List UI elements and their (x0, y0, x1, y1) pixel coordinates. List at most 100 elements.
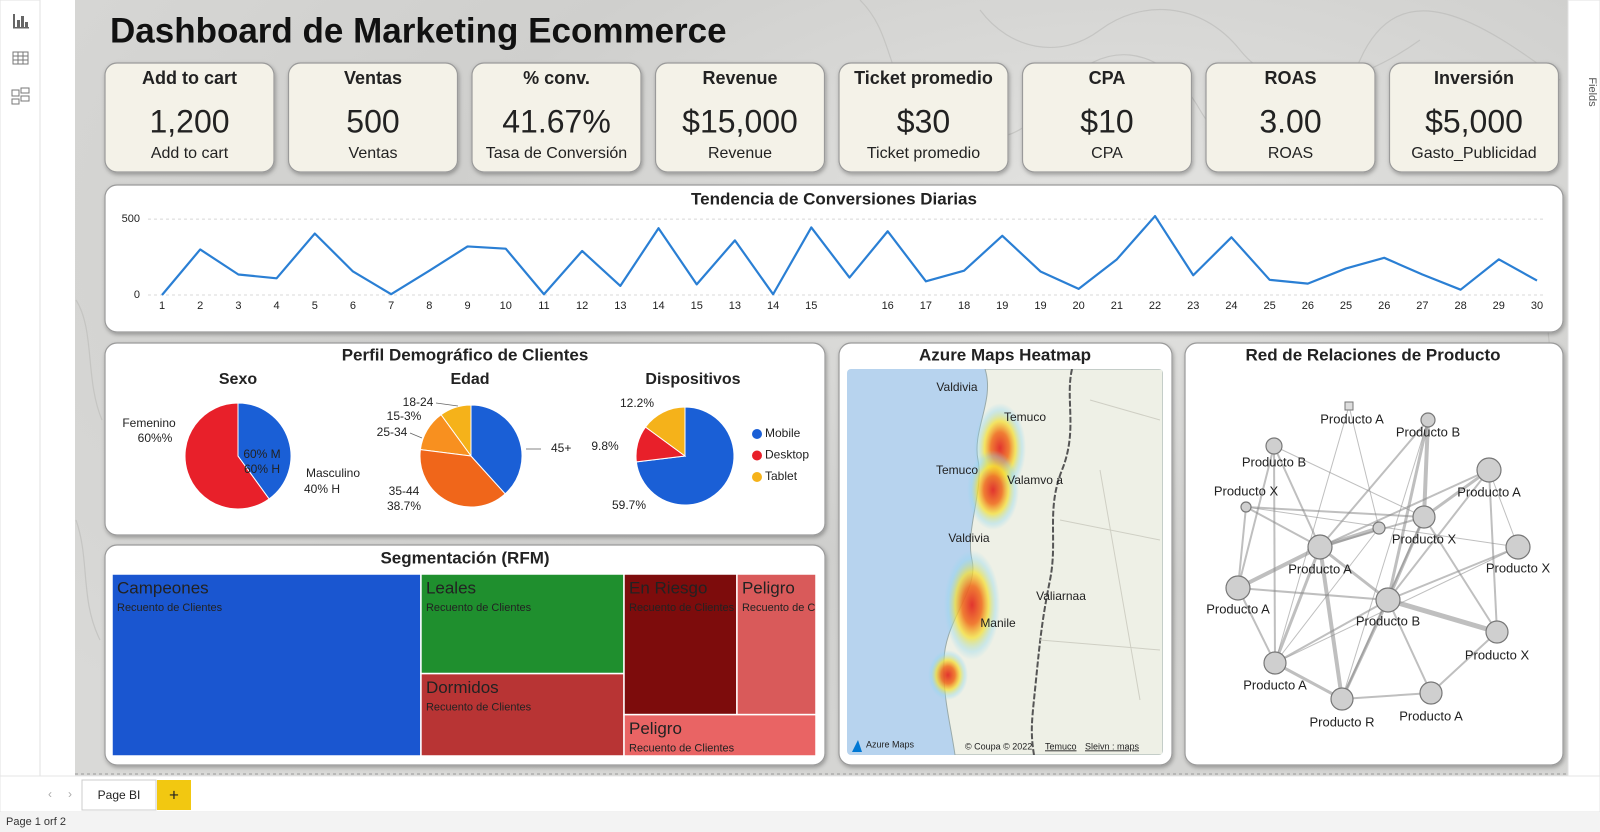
legend-swatch (752, 429, 762, 439)
prev-tab-arrow[interactable]: ‹ (48, 787, 52, 801)
network-edge (1387, 546, 1519, 601)
pie-value-label: 59.7% (612, 498, 646, 512)
x-tick-label: 20 (1073, 300, 1085, 312)
pie-value-label: 12.2% (620, 396, 654, 410)
tile-name: Peligro (629, 719, 682, 738)
network-edge (1318, 546, 1344, 700)
x-tick-label: 29 (1493, 300, 1505, 312)
network-node-label: Producto A (1399, 708, 1463, 723)
x-tick-label: 15 (691, 300, 703, 312)
kpi-card (1205, 62, 1376, 173)
kpi-value: $5,000 (1425, 103, 1523, 139)
kpi-title: Add to cart (142, 68, 237, 88)
table-icon[interactable] (12, 51, 29, 65)
kpi-label: Ventas (349, 145, 398, 162)
treemap-tile (736, 573, 817, 716)
heat-spot (967, 450, 1019, 530)
pie-category-label: 35-44 (389, 484, 420, 498)
pie-title: Edad (450, 371, 489, 388)
map-credit-link: Temuco (1045, 741, 1077, 751)
network-node (1240, 501, 1252, 513)
kpi-title: Revenue (702, 68, 777, 88)
side-pane (1567, 0, 1600, 813)
kpi-title: ROAS (1264, 68, 1316, 88)
report-icon[interactable] (13, 14, 29, 29)
pie-category-label: 18-24 (403, 395, 434, 409)
network-edge (1237, 445, 1275, 589)
tile-name: En Riesgo (629, 578, 707, 597)
kpi-label: CPA (1091, 145, 1123, 162)
network-edge (1488, 469, 1519, 548)
pie-extra-label: 15-3% (387, 409, 422, 423)
x-tick-label: 7 (388, 300, 394, 312)
treemap-tile (623, 713, 817, 757)
network-node-label: Producto X (1214, 483, 1279, 498)
network-edge (1319, 469, 1490, 548)
tile-name: Leales (426, 578, 476, 597)
side-pane-label[interactable]: Fields (1586, 77, 1598, 107)
x-tick-label: 13 (729, 300, 741, 312)
x-tick-label: 25 (1264, 300, 1276, 312)
kpi-value: $10 (1080, 103, 1133, 139)
add-page-button[interactable] (157, 780, 191, 810)
x-tick-label: 13 (614, 300, 626, 312)
kpi-card (104, 62, 275, 173)
network-node (1307, 534, 1333, 560)
kpi-label: Revenue (708, 145, 772, 162)
add-page-label[interactable]: + (169, 785, 179, 804)
network-edge (1273, 445, 1276, 664)
leader-line (409, 432, 423, 439)
map-place-label: Temuco (1004, 410, 1046, 424)
legend-label: Desktop (765, 448, 809, 462)
network-edge (1273, 445, 1425, 518)
kpi-card (471, 62, 642, 173)
kpi-value: $15,000 (682, 103, 798, 139)
model-icon[interactable] (11, 87, 30, 105)
pie-slice (470, 404, 523, 495)
kpi-title: % conv. (523, 68, 590, 88)
pie-slice (237, 402, 292, 500)
network-edge (1340, 599, 1390, 700)
network-edge (1422, 419, 1430, 518)
x-tick-label: 12 (576, 300, 588, 312)
x-tick-label: 9 (464, 300, 470, 312)
network-node-label: Producto B (1396, 424, 1460, 439)
x-tick-label: 30 (1531, 300, 1543, 312)
network-node (1375, 587, 1401, 613)
network-node (1476, 457, 1502, 483)
x-tick-label: 1 (159, 300, 165, 312)
network-node (1420, 412, 1436, 428)
network-node (1263, 651, 1287, 675)
pie-category-label: Femenino (122, 416, 176, 430)
kpi-label: Tasa de Conversión (486, 145, 627, 162)
kpi-card (287, 62, 459, 173)
network-node-label: Producto X (1392, 531, 1457, 546)
page-tab[interactable] (81, 779, 157, 811)
page-tab-label[interactable]: Page BI (98, 788, 141, 802)
network-node (1265, 437, 1283, 455)
kpi-value: 41.67% (502, 103, 611, 139)
pie-slice (419, 449, 506, 508)
network-edge (1237, 506, 1247, 589)
x-tick-label: 19 (1034, 300, 1046, 312)
next-tab-arrow[interactable]: › (68, 787, 72, 801)
kpi-value: 1,200 (149, 103, 229, 139)
pie-value-label: 9.8% (591, 439, 619, 453)
pie-value-label: 40% H (304, 482, 340, 496)
network-edge (1423, 468, 1490, 519)
x-tick-label: 21 (1111, 300, 1123, 312)
map-place-label: Valdivia (948, 531, 989, 545)
azure-logo (852, 740, 862, 752)
kpi-title: Ticket promedio (854, 68, 993, 88)
rfm-title: Segmentación (RFM) (380, 548, 549, 567)
pie-slice (184, 402, 270, 510)
x-tick-label: 11 (538, 300, 549, 312)
x-tick-label: 14 (652, 300, 664, 312)
pie-inner-label: 60% M (243, 447, 280, 461)
x-tick-label: 2 (197, 300, 203, 312)
kpi-label: Gasto_Publicidad (1411, 145, 1536, 162)
tile-sublabel: Recuento de Clientes (629, 743, 735, 755)
x-tick-label: 24 (1225, 300, 1237, 312)
network-edge (1245, 506, 1321, 548)
network-node-label: Producto X (1465, 647, 1530, 662)
